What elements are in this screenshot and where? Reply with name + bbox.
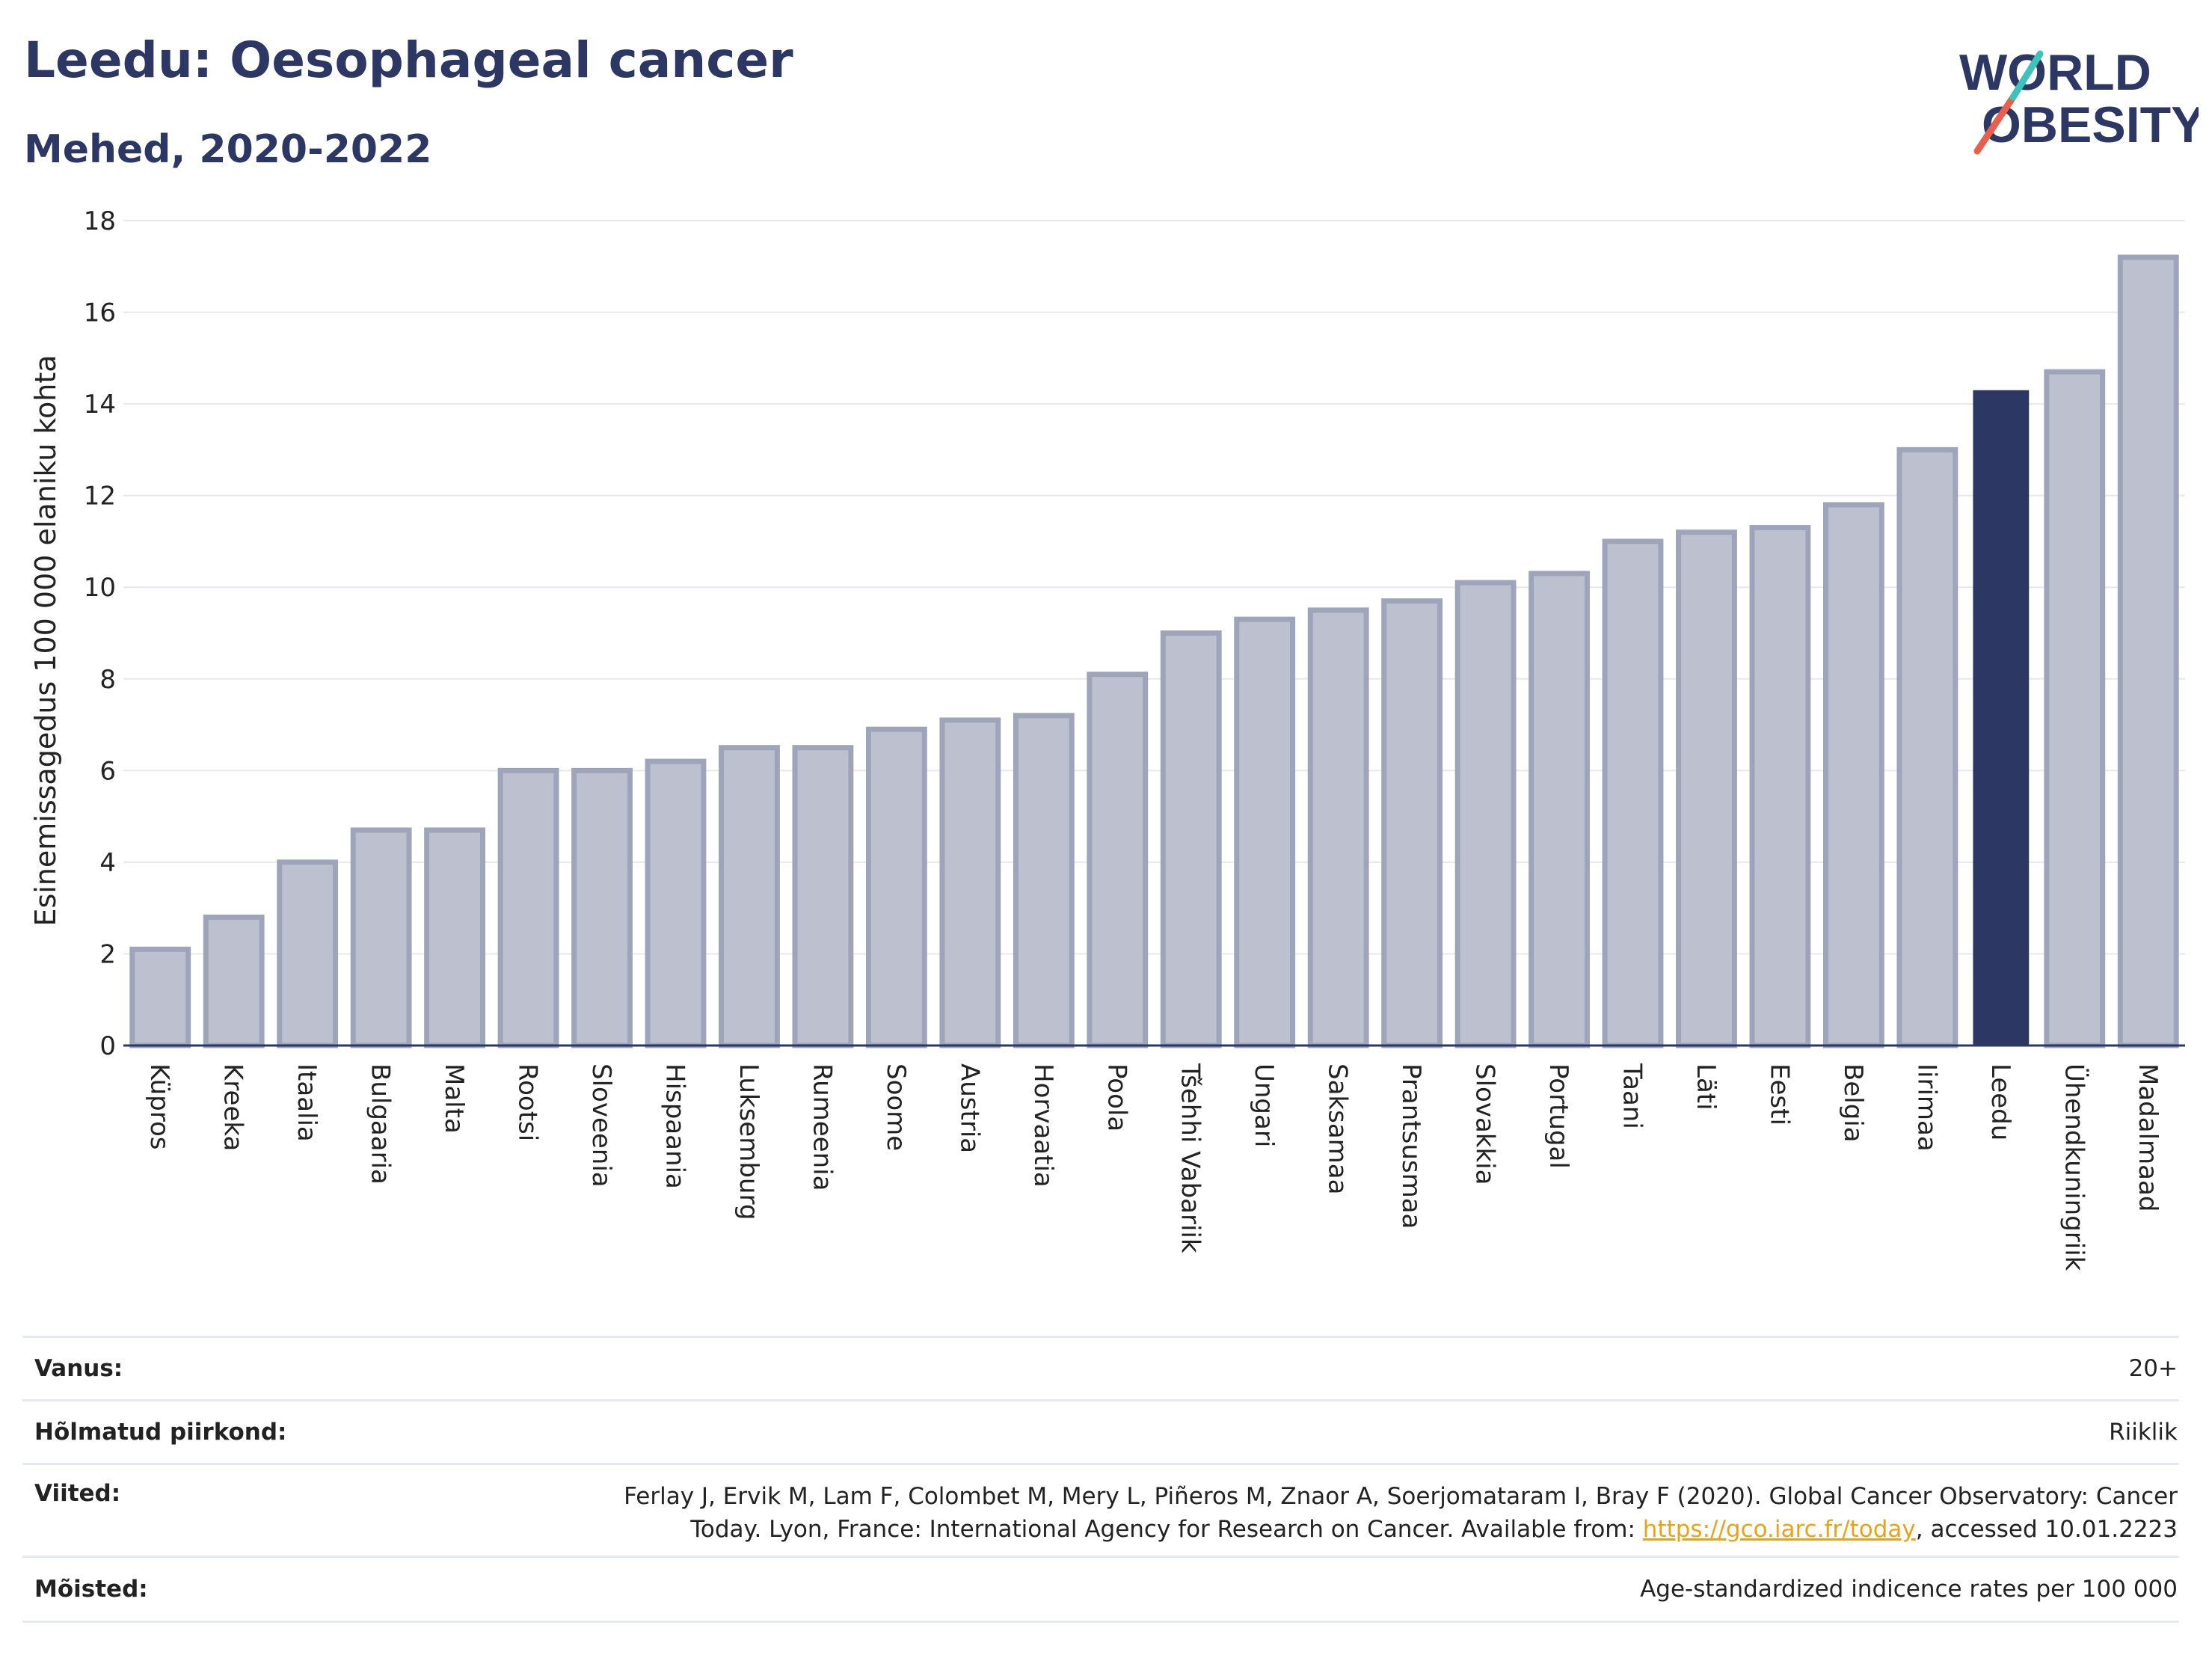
info-row-references: Viited: Ferlay J, Ervik M, Lam F, Colomb… (22, 1463, 2179, 1556)
x-tick-label: Prantsusmaa (1396, 1063, 1426, 1229)
references-text-part2: , accessed 10.01.2223 (1915, 1516, 2178, 1543)
bar-1[interactable] (203, 914, 265, 1048)
x-tick-label: Malta (439, 1063, 469, 1134)
logo-text-line2: OBESITY (1982, 96, 2199, 153)
info-row-definitions: Mõisted: Age-standardized indicence rate… (22, 1556, 2179, 1623)
info-row-age: Vanus: 20+ (22, 1336, 2179, 1399)
x-tick-label: Madalmaad (2133, 1063, 2163, 1212)
x-tick-label: Läti (1691, 1063, 1721, 1111)
definitions-label: Mõisted: (34, 1576, 148, 1603)
x-tick-label: Küpros (144, 1063, 174, 1149)
y-tick-label: 0 (99, 1031, 116, 1061)
x-tick-label: Bulgaaria (366, 1063, 396, 1185)
bar-21[interactable] (1676, 529, 1737, 1048)
x-tick-label: Kreeka (218, 1063, 248, 1151)
x-tick-label: Hispaania (660, 1063, 689, 1189)
region-value: Riiklik (2109, 1419, 2178, 1446)
bar-11[interactable] (939, 717, 1001, 1048)
references-text: Ferlay J, Ervik M, Lam F, Colombet M, Me… (570, 1480, 2179, 1546)
y-tick-label: 12 (84, 482, 116, 512)
bar-12[interactable] (1013, 713, 1075, 1048)
bar-20[interactable] (1602, 538, 1664, 1048)
y-tick-label: 16 (84, 298, 116, 328)
y-tick-label: 2 (99, 939, 116, 969)
references-label: Viited: (34, 1480, 121, 1507)
bar-14[interactable] (1160, 630, 1222, 1048)
x-tick-label: Eesti (1764, 1063, 1794, 1126)
chart-subtitle: Mehed, 2020-2022 (24, 127, 432, 172)
y-tick-label: 4 (99, 848, 116, 878)
y-tick-label: 8 (99, 665, 116, 695)
bar-10[interactable] (865, 726, 927, 1048)
x-tick-label: Rootsi (513, 1063, 543, 1141)
x-tick-label: Tšehhi Vabariik (1176, 1063, 1205, 1253)
x-tick-label: Slovakkia (1470, 1063, 1500, 1185)
y-tick-label: 6 (99, 756, 116, 786)
bar-25[interactable] (1973, 390, 2030, 1045)
y-tick-label: 18 (84, 206, 116, 236)
age-value: 20+ (2128, 1355, 2178, 1382)
region-label: Hõlmatud piirkond: (34, 1419, 287, 1446)
chart-title: Leedu: Oesophageal cancer (24, 31, 793, 89)
info-table: Vanus: 20+ Hõlmatud piirkond: Riiklik Vi… (22, 1336, 2179, 1623)
x-tick-label: Luksemburg (734, 1063, 764, 1220)
x-axis-labels: Küpros Kreeka Itaalia Bulgaaria Malta Rootsi S… (144, 1063, 2163, 1271)
bar-15[interactable] (1234, 616, 1296, 1048)
bar-6[interactable] (571, 767, 633, 1048)
x-tick-label: Portugal (1543, 1063, 1573, 1169)
info-row-region: Hõlmatud piirkond: Riiklik (22, 1399, 2179, 1463)
references-text-part1: Ferlay J, Ervik M, Lam F, Colombet M, Me… (624, 1483, 2178, 1543)
age-label: Vanus: (34, 1355, 123, 1382)
bar-2[interactable] (277, 859, 339, 1048)
y-axis-ticks: 0 2 4 6 8 10 12 14 16 18 (84, 206, 116, 1061)
x-tick-label: Ühendkuningriik (2059, 1063, 2089, 1271)
bar-4[interactable] (424, 827, 486, 1048)
bar-5[interactable] (497, 767, 559, 1048)
y-tick-label: 10 (84, 573, 116, 603)
y-tick-label: 14 (84, 390, 116, 420)
x-tick-label: Ungari (1249, 1063, 1279, 1147)
bar-0[interactable] (129, 946, 191, 1048)
bar-24[interactable] (1896, 446, 1958, 1048)
x-tick-label: Saksamaa (1323, 1063, 1353, 1194)
bar-9[interactable] (792, 745, 854, 1048)
y-axis-label: Esinemissagedus 100 000 elaniku kohta (29, 354, 62, 926)
bars (129, 254, 2179, 1048)
references-link[interactable]: https://gco.iarc.fr/today (1642, 1516, 1916, 1543)
world-obesity-logo: WORLD OBESITY (1959, 44, 2199, 155)
definitions-value: Age-standardized indicence rates per 100… (1640, 1576, 2178, 1603)
x-tick-label: Leedu (1985, 1063, 2015, 1140)
bar-chart: 0 2 4 6 8 10 12 14 16 18 Küpros Kreeka Itaalia Bulga… (29, 206, 2185, 1271)
bar-23[interactable] (1822, 502, 1884, 1048)
x-tick-label: Itaalia (292, 1063, 322, 1142)
x-tick-label: Taani (1617, 1063, 1647, 1129)
logo-text-line1: WORLD (1959, 44, 2151, 101)
bar-26[interactable] (2044, 369, 2106, 1048)
bar-17[interactable] (1381, 598, 1443, 1048)
bar-13[interactable] (1087, 672, 1149, 1048)
bar-3[interactable] (350, 827, 412, 1048)
x-tick-label: Poola (1102, 1063, 1131, 1132)
logo-slash-teal (2009, 50, 2044, 101)
x-tick-label: Horvaatia (1028, 1063, 1058, 1188)
x-tick-label: Soome (881, 1063, 911, 1151)
x-tick-label: Sloveenia (586, 1063, 616, 1188)
bar-27[interactable] (2117, 254, 2179, 1048)
x-tick-label: Iirimaa (1911, 1063, 1941, 1152)
logo-slash-red (1973, 93, 2017, 155)
bar-18[interactable] (1454, 580, 1517, 1048)
bar-16[interactable] (1307, 607, 1369, 1048)
x-tick-label: Belgia (1838, 1063, 1868, 1143)
bar-8[interactable] (719, 745, 780, 1048)
bar-7[interactable] (645, 758, 707, 1048)
bar-22[interactable] (1749, 525, 1811, 1048)
x-tick-label: Austria (954, 1063, 984, 1153)
bar-19[interactable] (1529, 571, 1590, 1048)
x-tick-label: Rumeenia (807, 1063, 837, 1191)
